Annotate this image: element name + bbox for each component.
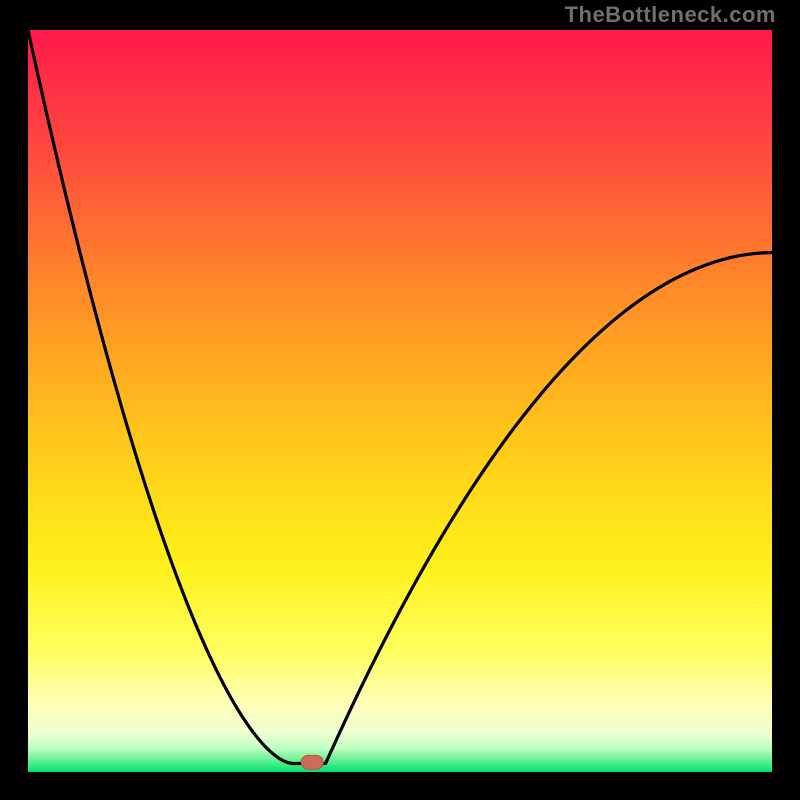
optimum-marker [301,755,323,769]
watermark-text: TheBottleneck.com [565,2,776,28]
chart-svg [0,0,800,800]
plot-background [28,30,772,772]
